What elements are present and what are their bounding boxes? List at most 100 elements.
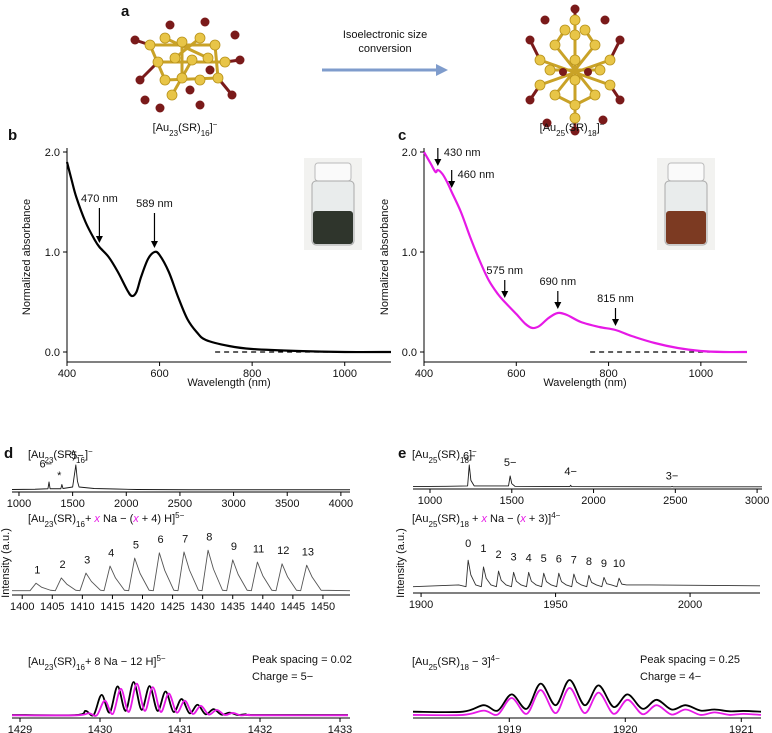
peak-label: 6	[157, 534, 163, 546]
panel-letter: c	[398, 127, 406, 144]
arrow-label: Isoelectronic size	[343, 29, 427, 41]
formula-part: +	[85, 513, 94, 525]
x-tick-label: 3000	[745, 495, 769, 507]
peak-label: 3−	[666, 470, 679, 482]
panel-letter: d	[4, 445, 13, 462]
formula-part: 16	[76, 520, 85, 529]
peak-label: 6−	[463, 451, 476, 463]
y-tick-label: 0.0	[402, 347, 417, 359]
formula-part: x	[480, 513, 487, 525]
peak-label: 5−	[71, 450, 84, 462]
annotation-arrowhead	[611, 319, 619, 326]
cluster-au23	[130, 17, 245, 113]
x-tick-label: 1920	[613, 724, 637, 733]
annotation-arrowhead	[95, 236, 103, 243]
x-tick-label: 3500	[275, 498, 299, 510]
vial-liquid	[313, 211, 353, 244]
x-tick-label: 400	[58, 368, 76, 380]
x-tick-label: 1425	[160, 601, 184, 613]
x-tick-label: 3000	[221, 498, 245, 510]
annotation: 815 nm	[597, 293, 634, 305]
formula-part: 4−	[551, 511, 560, 520]
formula-part: (SR)	[565, 122, 588, 134]
formula-part: 16	[76, 456, 85, 465]
x-tick-label: 2500	[168, 498, 192, 510]
series-line	[412, 679, 762, 714]
formula-part: [Au	[28, 513, 45, 525]
y-tick-label: 2.0	[402, 147, 417, 159]
peak-label: 2	[59, 559, 65, 571]
formula-part: [Au	[540, 122, 557, 134]
annotation-arrowhead	[448, 181, 456, 188]
formula-part: −	[600, 120, 605, 129]
formula-part: x	[132, 513, 139, 525]
x-tick-label: 400	[415, 368, 433, 380]
panel-letter: e	[398, 445, 406, 462]
annotation: 575 nm	[486, 265, 523, 277]
formula-part: 25	[429, 456, 438, 465]
formula-part: +	[469, 513, 482, 525]
annotation-arrowhead	[150, 241, 158, 248]
x-tick-label: 600	[507, 368, 525, 380]
annotation: 430 nm	[444, 147, 481, 159]
y-tick-label: 2.0	[45, 147, 60, 159]
formula-part: ]	[210, 122, 213, 134]
y-tick-label: 1.0	[45, 247, 60, 259]
x-tick-label: 1430	[190, 601, 214, 613]
formula-part: −	[88, 447, 93, 456]
x-tick-label: 1435	[220, 601, 244, 613]
note: Charge = 5−	[252, 671, 313, 683]
formula-part: (SR)	[437, 513, 460, 525]
formula: [Au23(SR)16+ x Na − (x + 4) H]5−	[28, 511, 185, 529]
y-axis-label: Normalized absorbance	[379, 199, 391, 315]
formula-part: 25	[429, 663, 438, 672]
x-tick-label: 1430	[88, 724, 112, 733]
annotation: 690 nm	[539, 276, 576, 288]
formula-part: (SR)	[53, 449, 76, 461]
series-line	[412, 559, 761, 588]
formula-part: (SR)	[437, 656, 460, 668]
formula-part: ]	[597, 122, 600, 134]
panel-letter: b	[8, 127, 17, 144]
formula-part: [Au	[412, 513, 429, 525]
formula-part: 23	[45, 663, 54, 672]
series-line	[412, 464, 762, 488]
formula-part: −	[213, 120, 218, 129]
x-axis-label: Wavelength (nm)	[543, 377, 626, 389]
x-tick-label: 1440	[251, 601, 275, 613]
annotation: 589 nm	[136, 198, 173, 210]
peak-label: 10	[613, 558, 625, 570]
formula-part: 16	[76, 663, 85, 672]
panel-letter: a	[121, 3, 130, 20]
peak-label: 9	[231, 541, 237, 553]
arrow-label: conversion	[358, 43, 411, 55]
series-line	[65, 161, 392, 354]
annotation-arrowhead	[434, 159, 442, 166]
x-tick-label: 1919	[497, 724, 521, 733]
peak-label: 8	[206, 532, 212, 544]
x-tick-label: 1431	[168, 724, 192, 733]
x-tick-label: 800	[243, 368, 261, 380]
formula-part: 18	[588, 129, 597, 138]
formula-part: (SR)	[53, 656, 76, 668]
series-line	[12, 549, 351, 592]
formula-part: 25	[429, 520, 438, 529]
x-tick-label: 1405	[40, 601, 64, 613]
formula: [Au25(SR)18 + x Na − (x + 3)]4−	[412, 511, 561, 529]
peak-label: 3	[511, 552, 517, 564]
x-tick-label: 2000	[114, 498, 138, 510]
x-tick-label: 1000	[418, 495, 442, 507]
formula-part: + 3)]	[526, 513, 551, 525]
formula-part: Na − (	[487, 513, 521, 525]
annotation: 460 nm	[458, 169, 495, 181]
y-axis-label: Normalized absorbance	[21, 199, 33, 315]
formula: [Au25(SR)18]−	[540, 120, 605, 138]
peak-label: 2	[495, 549, 501, 561]
formula-part: + 4) H]	[139, 513, 175, 525]
x-tick-label: 1433	[328, 724, 352, 733]
arrow-head	[436, 64, 448, 76]
x-tick-label: 1000	[689, 368, 713, 380]
formula: [Au23(SR)16]−	[153, 120, 218, 138]
x-tick-label: 1000	[332, 368, 356, 380]
